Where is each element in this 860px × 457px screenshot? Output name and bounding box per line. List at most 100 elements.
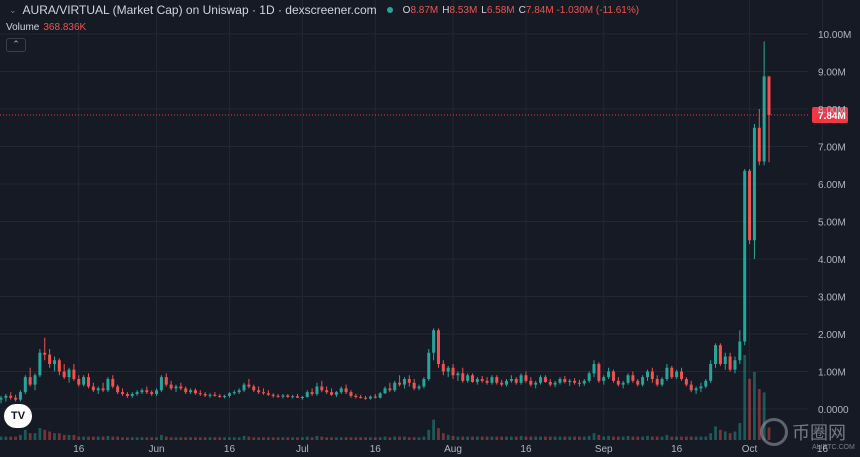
volume-bar [310, 437, 314, 440]
volume-bar [446, 434, 450, 440]
volume-bar [271, 437, 275, 440]
candle [67, 369, 71, 378]
candle [174, 386, 178, 389]
volume-bar [140, 437, 144, 440]
volume-bar [194, 437, 197, 440]
volume-bar [587, 435, 591, 440]
volume-bar [466, 436, 470, 440]
candle [121, 392, 125, 394]
volume-bar [505, 436, 508, 440]
candle [203, 394, 207, 396]
candle [368, 396, 372, 399]
candle [82, 377, 86, 385]
candle [723, 356, 727, 364]
candle [43, 352, 47, 355]
x-tick-label: 16 [224, 444, 236, 455]
market-status-icon [386, 7, 393, 13]
candle [0, 397, 3, 400]
candle [296, 396, 300, 398]
candle [577, 382, 581, 384]
volume-bar [548, 436, 552, 440]
volume-bar [242, 435, 246, 440]
candle [461, 373, 465, 381]
candle [237, 390, 241, 393]
volume-bar [23, 429, 27, 440]
volume-bar [106, 435, 110, 440]
volume-bar [539, 436, 542, 440]
candle [573, 380, 577, 383]
volume-bar [475, 436, 479, 440]
time-axis[interactable]: 16Jun16Jul16Aug16Sep16Oct16Nov [73, 444, 860, 455]
candle [227, 393, 231, 396]
volume-bar [514, 436, 518, 440]
candle [189, 390, 193, 393]
volume-bar [359, 437, 363, 440]
volume-bar [738, 423, 742, 440]
candle [505, 380, 509, 385]
candle [412, 382, 416, 389]
candle [738, 341, 742, 361]
y-tick-label: 4.00M [818, 255, 846, 266]
candle [655, 379, 659, 385]
candle [407, 379, 411, 383]
volume-bar [655, 436, 659, 440]
candle [587, 373, 591, 381]
candle [111, 379, 115, 387]
y-tick-label: 7.00M [818, 143, 846, 154]
volume-bar [699, 436, 703, 440]
candle [548, 382, 552, 385]
volume-bar [82, 436, 86, 440]
candle [485, 380, 489, 383]
volume-bar [53, 433, 56, 440]
volume-bar [232, 437, 236, 440]
volume-bar [111, 436, 115, 440]
candle [480, 379, 484, 381]
candle [378, 393, 382, 398]
volume-bar [704, 436, 708, 440]
candle [495, 377, 499, 383]
volume-bar [621, 436, 625, 440]
candle [616, 380, 620, 385]
candle [650, 371, 654, 379]
candle [96, 388, 100, 391]
chevron-up-icon[interactable]: ⌃ [6, 38, 26, 52]
candle [155, 390, 159, 394]
candle [72, 369, 76, 379]
watermark-ring-icon [760, 418, 788, 446]
chevron-down-icon[interactable]: ⌄ [9, 4, 17, 15]
tradingview-logo[interactable]: TV [4, 404, 32, 428]
candle [388, 388, 392, 391]
volume-bar [48, 431, 52, 440]
x-tick-label: Sep [595, 444, 613, 455]
candle [568, 380, 572, 382]
candle [762, 76, 766, 162]
volume-bar [174, 437, 178, 440]
candle [704, 380, 708, 387]
volume-bar [150, 437, 154, 440]
candle [14, 397, 18, 400]
candle [373, 396, 377, 398]
candle [271, 394, 275, 396]
candle [213, 394, 217, 396]
x-tick-label: Aug [444, 444, 462, 455]
price-axis[interactable]: 10.00M 9.00M 8.00M 7.00M 6.00M 5.00M 4.00M 3.00… [818, 30, 851, 416]
volume-bar [393, 436, 397, 440]
volume-bar [670, 436, 674, 440]
candle [276, 395, 280, 397]
candle [232, 392, 236, 394]
volume-bar [437, 428, 440, 440]
candle [597, 364, 601, 381]
volume-bar [718, 429, 722, 440]
candle [748, 170, 752, 241]
volume-bar [553, 436, 557, 440]
volume-bar [223, 437, 226, 440]
candle [52, 360, 56, 364]
y-tick-label: 2.00M [818, 330, 846, 341]
x-tick-label: 16 [520, 444, 532, 455]
candle [23, 377, 27, 393]
y-tick-label: 5.00M [818, 218, 846, 229]
volume-bar [369, 437, 372, 440]
candle [48, 354, 52, 364]
candle [699, 386, 703, 389]
